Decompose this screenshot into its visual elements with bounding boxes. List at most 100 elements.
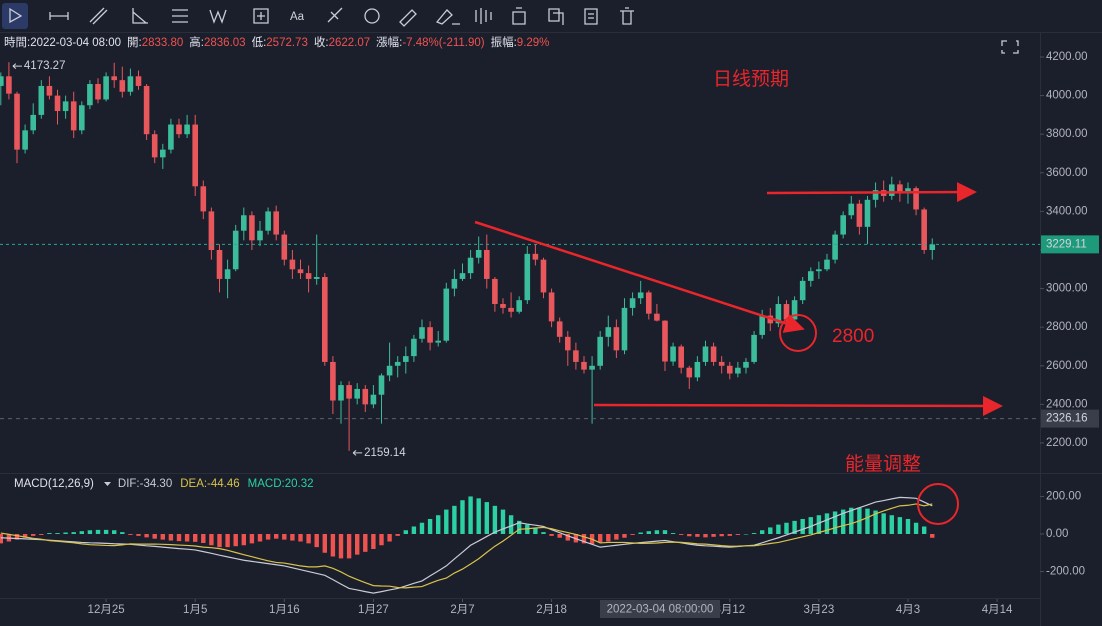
macd-bar [581,533,587,544]
macd-bar [824,513,830,534]
macd-bar [743,533,749,535]
note-tool[interactable] [584,8,598,25]
candle-body [467,257,474,274]
candle-body [281,234,288,260]
y-tick-label: 2800.00 [1046,321,1088,333]
lock-tool[interactable] [512,7,526,25]
macd-bar [921,526,927,534]
macd-bar [120,532,125,534]
candle-body [305,273,312,279]
candle-body [443,288,450,341]
text-tool[interactable]: Aa [290,11,305,23]
expand-button[interactable] [1001,40,1019,54]
candle-body [168,124,174,150]
macd-bar [905,518,911,534]
channel-tool[interactable] [89,7,108,25]
macd-bar [87,530,93,534]
annotation: 2800 [832,326,874,347]
tool-active[interactable] [2,3,28,29]
x-tick-label: 3月23 [804,604,835,616]
crosshair-date-box [600,600,720,618]
candle-body [645,292,652,314]
candle-body [913,188,919,210]
macd-bar [346,533,352,559]
annotation: 能量调整 [845,453,921,475]
macd-bar [225,533,230,548]
macd-bar [735,533,741,535]
candle-body [427,327,433,343]
candle-body [654,313,660,321]
macd-bar [606,533,611,542]
candle-body [224,269,231,279]
delete-tool[interactable] [620,7,634,25]
macd-legend: MACD(12,26,9) DIF:-34.30 DEA:-44.46 MACD:20… [14,478,314,490]
candle-body [905,188,911,193]
candle-body [872,190,879,200]
macd-bar [776,524,781,534]
candle-body [370,394,377,405]
support-arrow [593,395,1003,416]
candle-body [483,249,490,279]
macd-bar [614,533,619,540]
macd-bar [630,533,635,535]
candle-body [249,215,255,241]
annotations: 日线预期 2800 能量调整 時間:2022-03-04 08:00 開:2833… [4,35,1099,618]
macd-bar [136,533,141,536]
eraser-tool[interactable] [435,9,460,25]
macd-bar [792,520,797,534]
candle-body [216,249,223,279]
macd-bar [354,533,360,555]
candle-body [662,320,668,362]
lines-tool[interactable] [172,9,188,23]
extreme-arrow [12,63,22,70]
y-tick-label: 3800.00 [1046,128,1088,140]
candles-tool[interactable] [475,8,492,24]
candle-body [111,76,118,81]
hline-tool[interactable] [49,12,69,20]
candle-body [103,76,109,100]
x-tick-label: 1月27 [358,604,389,616]
macd-bar [695,533,700,537]
candle-body [143,85,150,135]
magnet-tool[interactable] [364,8,380,24]
macd-bar [330,533,336,557]
candle-body [816,269,822,272]
measure-tool[interactable] [253,8,269,24]
cursor-tool[interactable] [9,7,23,24]
macd-bar [14,533,20,540]
candle-body [508,307,514,312]
candle-body [338,385,344,401]
wave-tool[interactable] [209,9,227,24]
candle-body [184,124,190,135]
candle-body [135,76,142,86]
info-value: 2022-03-04 08:00 [30,37,121,49]
macd-bar [541,532,546,534]
macd-bar [0,533,4,544]
x-tick-label: 1月16 [269,604,300,616]
candle-body [710,346,717,362]
target-circle [779,314,817,352]
macd-bar [217,533,222,548]
fib-tool[interactable] [132,8,148,24]
candle-body [791,300,798,320]
macd-bar [468,496,473,534]
macd-bar [371,533,376,550]
macd-bar [727,533,732,536]
candle-body [735,367,741,374]
ruler-tool[interactable] [399,9,417,27]
macd-bar [597,533,603,543]
brush-tool[interactable] [327,7,343,23]
macd-bar [209,533,214,546]
ohlc-info: 時間:2022-03-04 08:00 開:2833.80 高:2836.03 低:2… [4,35,549,49]
copy-tool[interactable] [548,8,564,25]
y-tick-label: 2200.00 [1046,437,1088,449]
candle-body [888,184,895,196]
candle-body [897,184,903,193]
y-tick-label: 3000.00 [1046,283,1088,295]
macd-bar [533,528,538,534]
info-label: 高: [189,35,204,49]
macd-bar [103,529,109,534]
candle-body [208,211,215,250]
toolbar: Aa [2,3,634,29]
